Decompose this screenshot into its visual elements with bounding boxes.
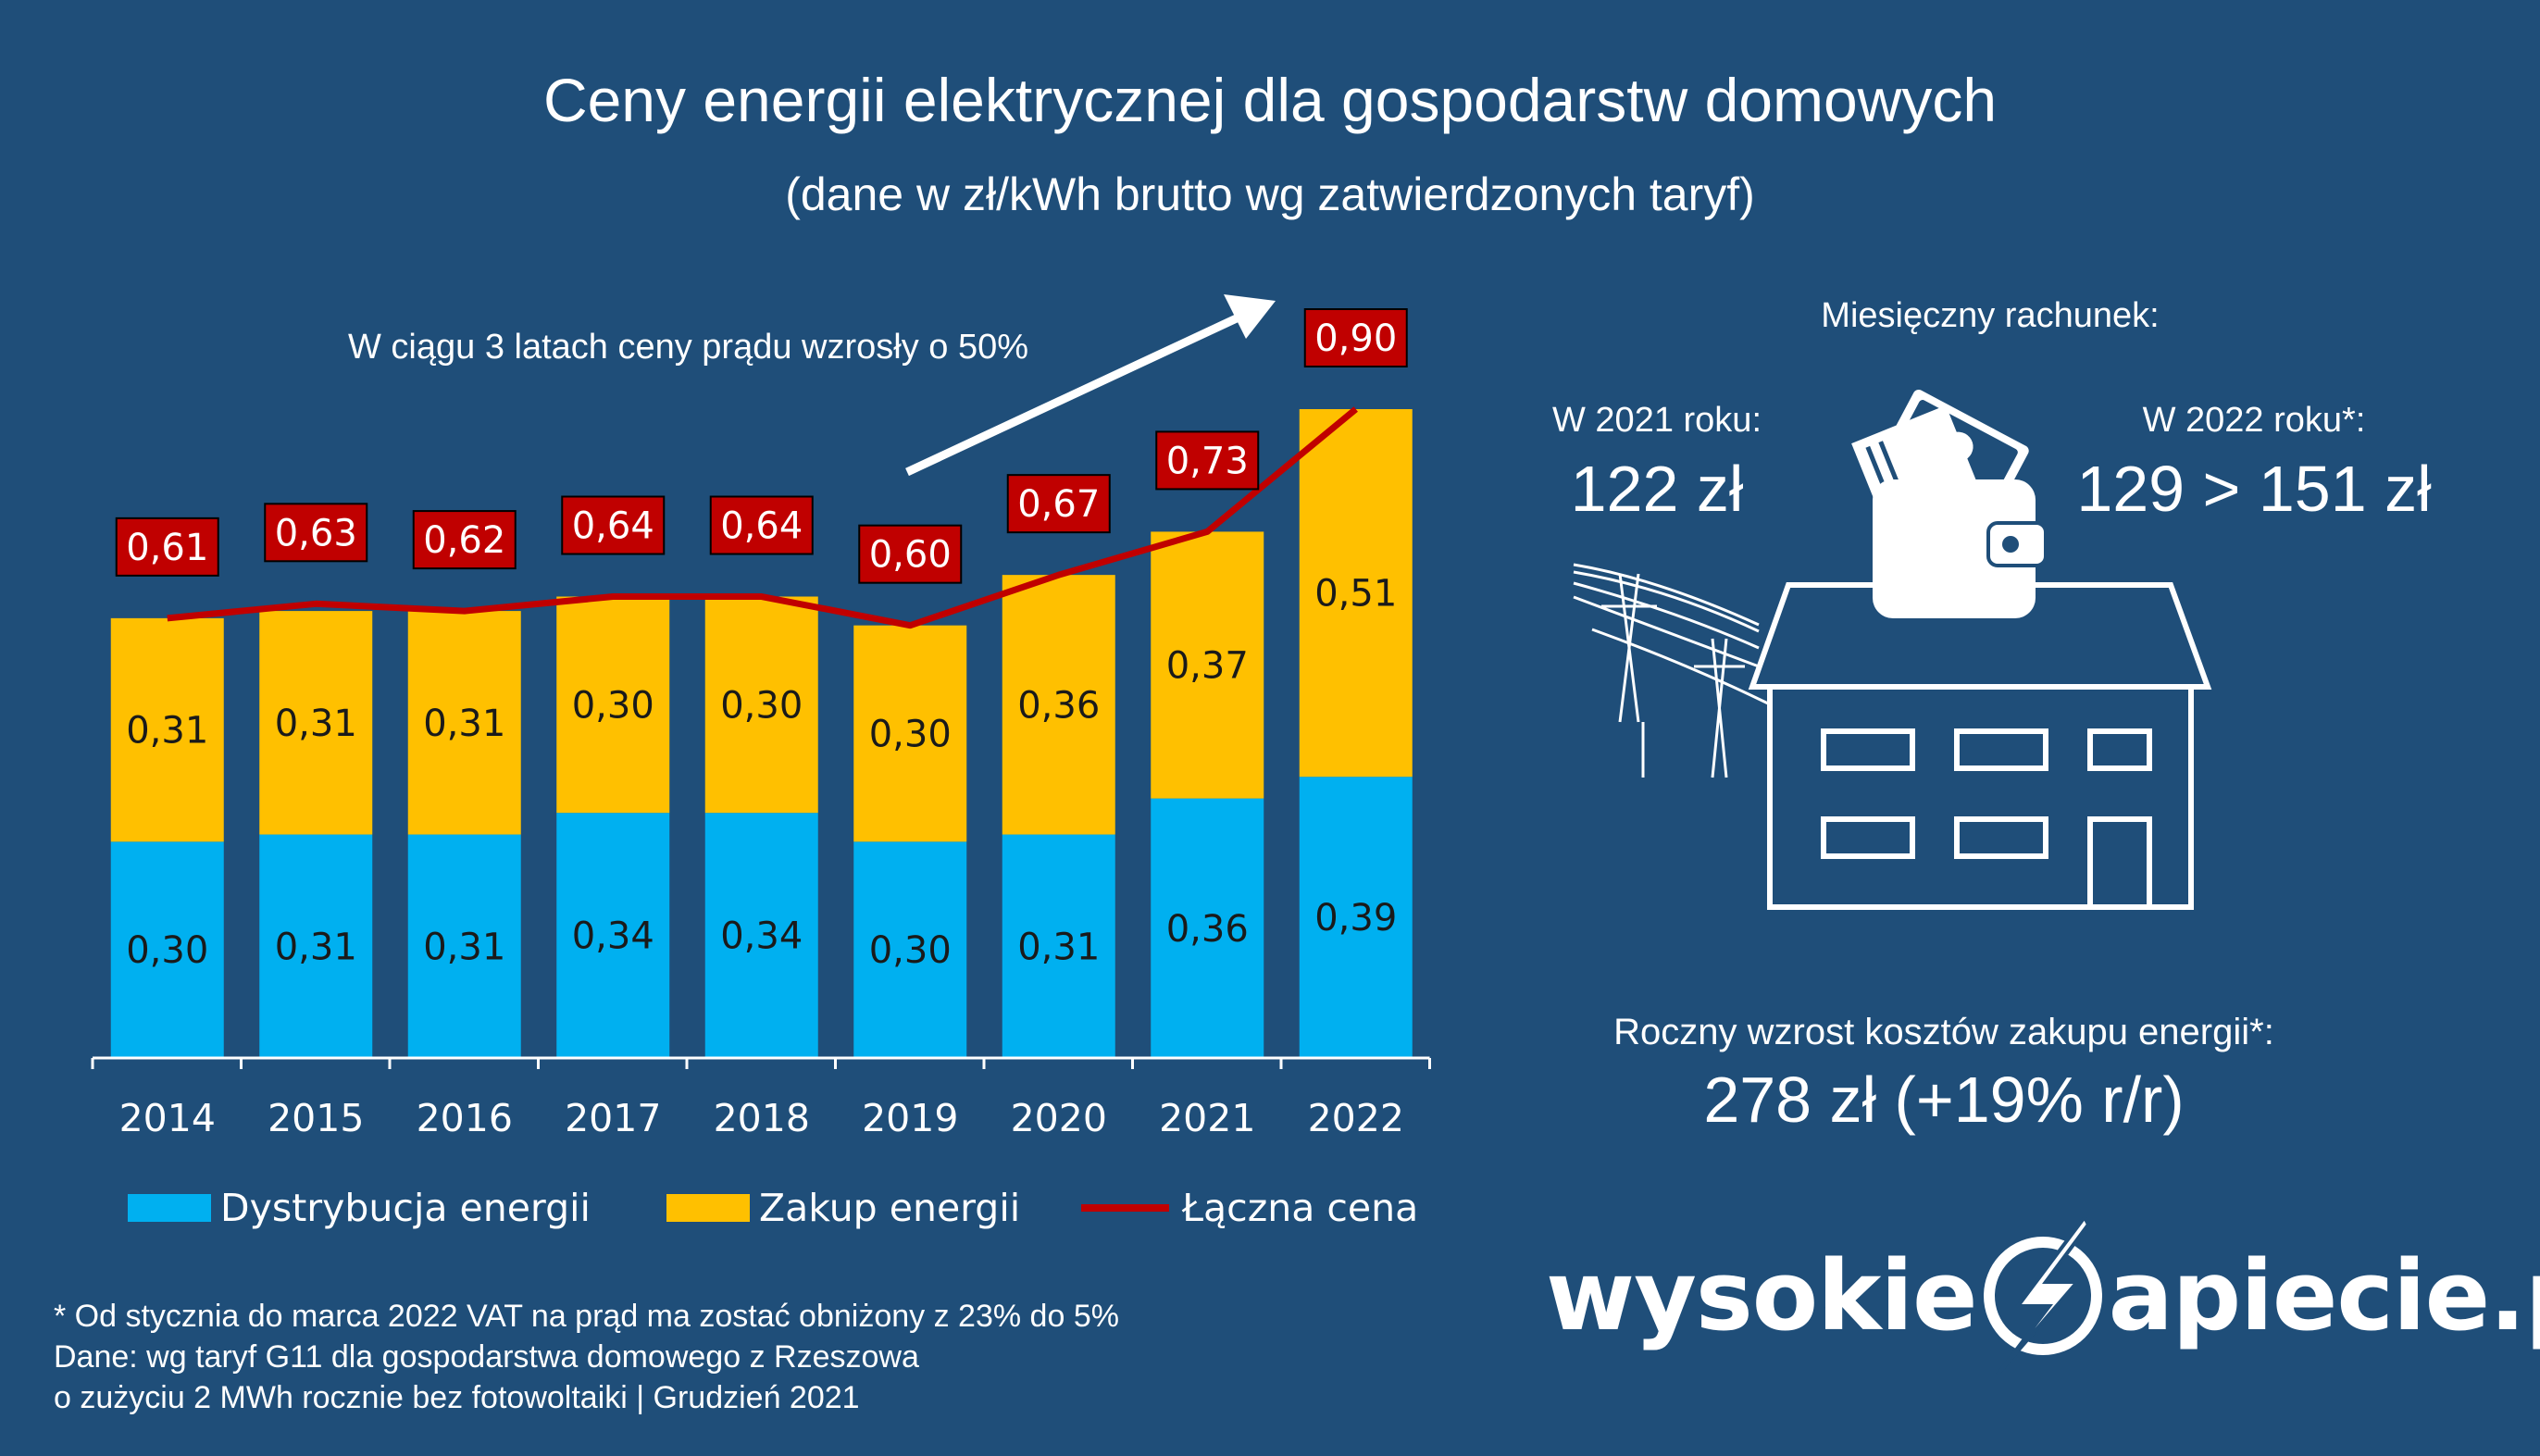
price-label-box	[115, 516, 219, 577]
x-tick-label: 2020	[1011, 1096, 1107, 1140]
legend-label: Dystrybucja energii	[220, 1186, 591, 1230]
chart-annotation: W ciągu 3 latach ceny prądu wzrosły o 50…	[348, 328, 1029, 367]
bill-heading: Miesięczny rachunek:	[1821, 296, 2160, 335]
bar-distribution	[259, 834, 373, 1058]
bar-purchase	[110, 617, 224, 842]
brand-text-left: wysokie	[1546, 1239, 1978, 1352]
chart-title: Ceny energii elektrycznej dla gospodarst…	[542, 66, 1998, 134]
x-tick-label: 2016	[417, 1096, 513, 1140]
footnote-line: o zużyciu 2 MWh rocznie bez fotowoltaiki…	[54, 1380, 860, 1415]
data-label-distribution: 0,39	[1314, 897, 1397, 940]
price-label: 0,64	[720, 505, 803, 548]
bill-2022-label: W 2022 roku*:	[2142, 401, 2366, 440]
x-tick-label: 2019	[862, 1096, 958, 1140]
annual-increase-value: 278 zł (+19% r/r)	[1703, 1064, 2185, 1136]
price-label-box	[858, 524, 963, 584]
data-label-distribution: 0,34	[572, 915, 654, 958]
price-label-box	[264, 503, 368, 563]
data-label-purchase: 0,31	[423, 703, 505, 745]
bar-purchase	[407, 611, 521, 835]
brand-text-right: apiecie.pl	[2108, 1239, 2540, 1352]
legend-swatch	[666, 1194, 750, 1222]
bar-distribution	[1002, 834, 1115, 1058]
price-label: 0,67	[1017, 483, 1100, 526]
legend-item-total: Łączna cena	[1081, 1185, 1418, 1231]
bar-purchase	[853, 625, 967, 842]
bar-purchase	[1151, 531, 1264, 799]
bar-distribution	[704, 813, 818, 1058]
data-label-distribution: 0,36	[1166, 908, 1249, 951]
bill-2022-value: 129 > 151 zł	[2076, 453, 2432, 525]
data-label-distribution: 0,30	[869, 929, 952, 972]
annual-increase-label: Roczny wzrost kosztów zakupu energii*:	[1613, 1012, 2274, 1052]
bar-purchase	[1002, 575, 1115, 835]
bill-2021-label: W 2021 roku:	[1552, 401, 1762, 440]
data-label-purchase: 0,37	[1166, 645, 1249, 688]
x-tick-label: 2018	[714, 1096, 810, 1140]
data-label-purchase: 0,30	[869, 714, 952, 756]
legend-swatch	[1081, 1204, 1169, 1212]
bar-purchase	[556, 596, 670, 814]
data-label-purchase: 0,31	[126, 710, 208, 753]
bar-purchase	[259, 611, 373, 835]
x-tick-label: 2015	[268, 1096, 364, 1140]
bar-distribution	[407, 834, 521, 1058]
bar-distribution	[1299, 777, 1413, 1058]
x-tick-label: 2021	[1159, 1096, 1255, 1140]
price-label: 0,60	[869, 534, 952, 577]
data-label-purchase: 0,51	[1314, 573, 1397, 616]
price-label: 0,62	[423, 519, 505, 562]
bar-distribution	[110, 841, 224, 1058]
data-label-purchase: 0,36	[1017, 684, 1100, 727]
data-label-purchase: 0,30	[720, 684, 803, 727]
bar-distribution	[1151, 798, 1264, 1058]
data-label-distribution: 0,30	[126, 929, 208, 972]
data-label-purchase: 0,30	[572, 684, 654, 727]
x-tick-label: 2022	[1308, 1096, 1404, 1140]
data-label-distribution: 0,31	[275, 926, 357, 968]
footnote-line: * Od stycznia do marca 2022 VAT na prąd …	[54, 1299, 1119, 1334]
data-label-distribution: 0,31	[1017, 926, 1100, 968]
price-label: 0,73	[1166, 440, 1249, 482]
legend-label: Zakup energii	[759, 1186, 1021, 1230]
legend-swatch	[128, 1194, 211, 1222]
data-label-distribution: 0,31	[423, 926, 505, 968]
house-illustration	[1573, 389, 2212, 910]
bar-distribution	[556, 813, 670, 1058]
price-label: 0,90	[1314, 317, 1397, 360]
legend-label: Łączna cena	[1182, 1186, 1419, 1230]
lightning-logo-icon	[1983, 1217, 2102, 1375]
price-label: 0,61	[126, 527, 208, 569]
power-line-icon	[1573, 563, 1778, 778]
price-label-box	[1006, 474, 1111, 534]
total-price-line	[167, 406, 1358, 629]
bar-purchase	[1299, 409, 1413, 778]
data-label-purchase: 0,31	[275, 703, 357, 745]
x-tick-label: 2014	[119, 1096, 216, 1140]
bar-purchase	[704, 596, 818, 814]
arrow-icon	[905, 294, 1276, 477]
price-label: 0,64	[572, 505, 654, 548]
price-label: 0,63	[275, 512, 357, 554]
x-tick-label: 2017	[565, 1096, 661, 1140]
price-label-box	[561, 495, 666, 555]
legend-item-distribution: Dystrybucja energii	[128, 1185, 591, 1231]
house-icon	[1748, 582, 2212, 910]
price-label-box	[709, 495, 814, 555]
footnote-line: Dane: wg taryf G11 dla gospodarstwa domo…	[54, 1339, 919, 1375]
footnotes: * Od stycznia do marca 2022 VAT na prąd …	[54, 1296, 1119, 1418]
price-label-box	[1155, 430, 1260, 491]
wallet-icon	[1851, 389, 2048, 618]
price-label-box	[1303, 308, 1408, 367]
bar-distribution	[853, 841, 967, 1058]
bill-2021-value: 122 zł	[1570, 453, 1744, 525]
legend-item-purchase: Zakup energii	[666, 1185, 1020, 1231]
brand-logo: wysokie apiecie.pl	[1546, 1217, 2540, 1375]
price-label-box	[412, 510, 517, 570]
data-label-distribution: 0,34	[720, 915, 803, 958]
chart-subtitle: (dane w zł/kWh brutto wg zatwierdzonych …	[785, 168, 1755, 220]
